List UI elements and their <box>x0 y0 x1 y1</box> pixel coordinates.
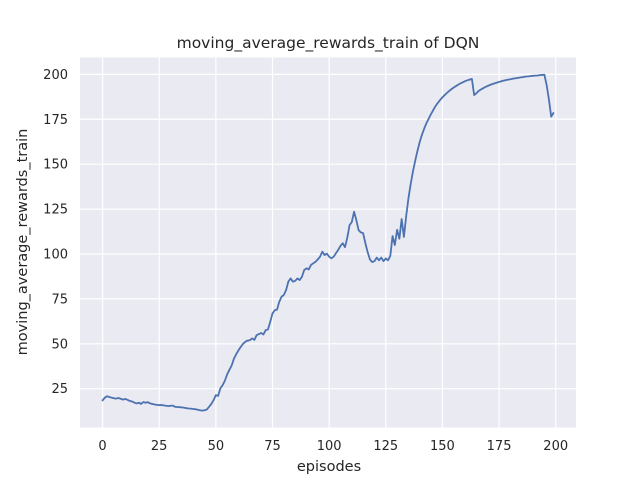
x-tick-label-0: 0 <box>98 439 106 454</box>
y-tick-label-100: 100 <box>43 247 68 262</box>
y-tick-label-25: 25 <box>51 382 68 397</box>
x-tick-label-50: 50 <box>208 439 225 454</box>
x-tick-label-175: 175 <box>487 439 512 454</box>
y-axis-label: moving_average_rewards_train <box>15 129 31 356</box>
y-tick-label-150: 150 <box>43 158 68 173</box>
x-axis-label: episodes <box>297 459 361 475</box>
x-axis-tick-labels: 0 25 50 75 100 125 150 175 200 <box>98 439 568 454</box>
x-tick-label-75: 75 <box>264 439 281 454</box>
reward-curve <box>101 73 555 412</box>
y-tick-label-75: 75 <box>51 292 68 307</box>
x-tick-label-125: 125 <box>373 439 398 454</box>
y-axis-tick-labels: 25 50 75 100 125 150 175 200 <box>43 68 68 397</box>
y-tick-label-200: 200 <box>43 68 68 83</box>
x-tick-label-25: 25 <box>151 439 168 454</box>
y-tick-label-125: 125 <box>43 203 68 218</box>
y-tick-label-175: 175 <box>43 113 68 128</box>
x-tick-label-200: 200 <box>543 439 568 454</box>
y-tick-label-50: 50 <box>51 337 68 352</box>
x-tick-label-150: 150 <box>430 439 455 454</box>
chart-title: moving_average_rewards_train of DQN <box>177 34 480 53</box>
x-tick-label-100: 100 <box>317 439 342 454</box>
data-series <box>101 73 555 412</box>
plot-area <box>80 57 576 428</box>
